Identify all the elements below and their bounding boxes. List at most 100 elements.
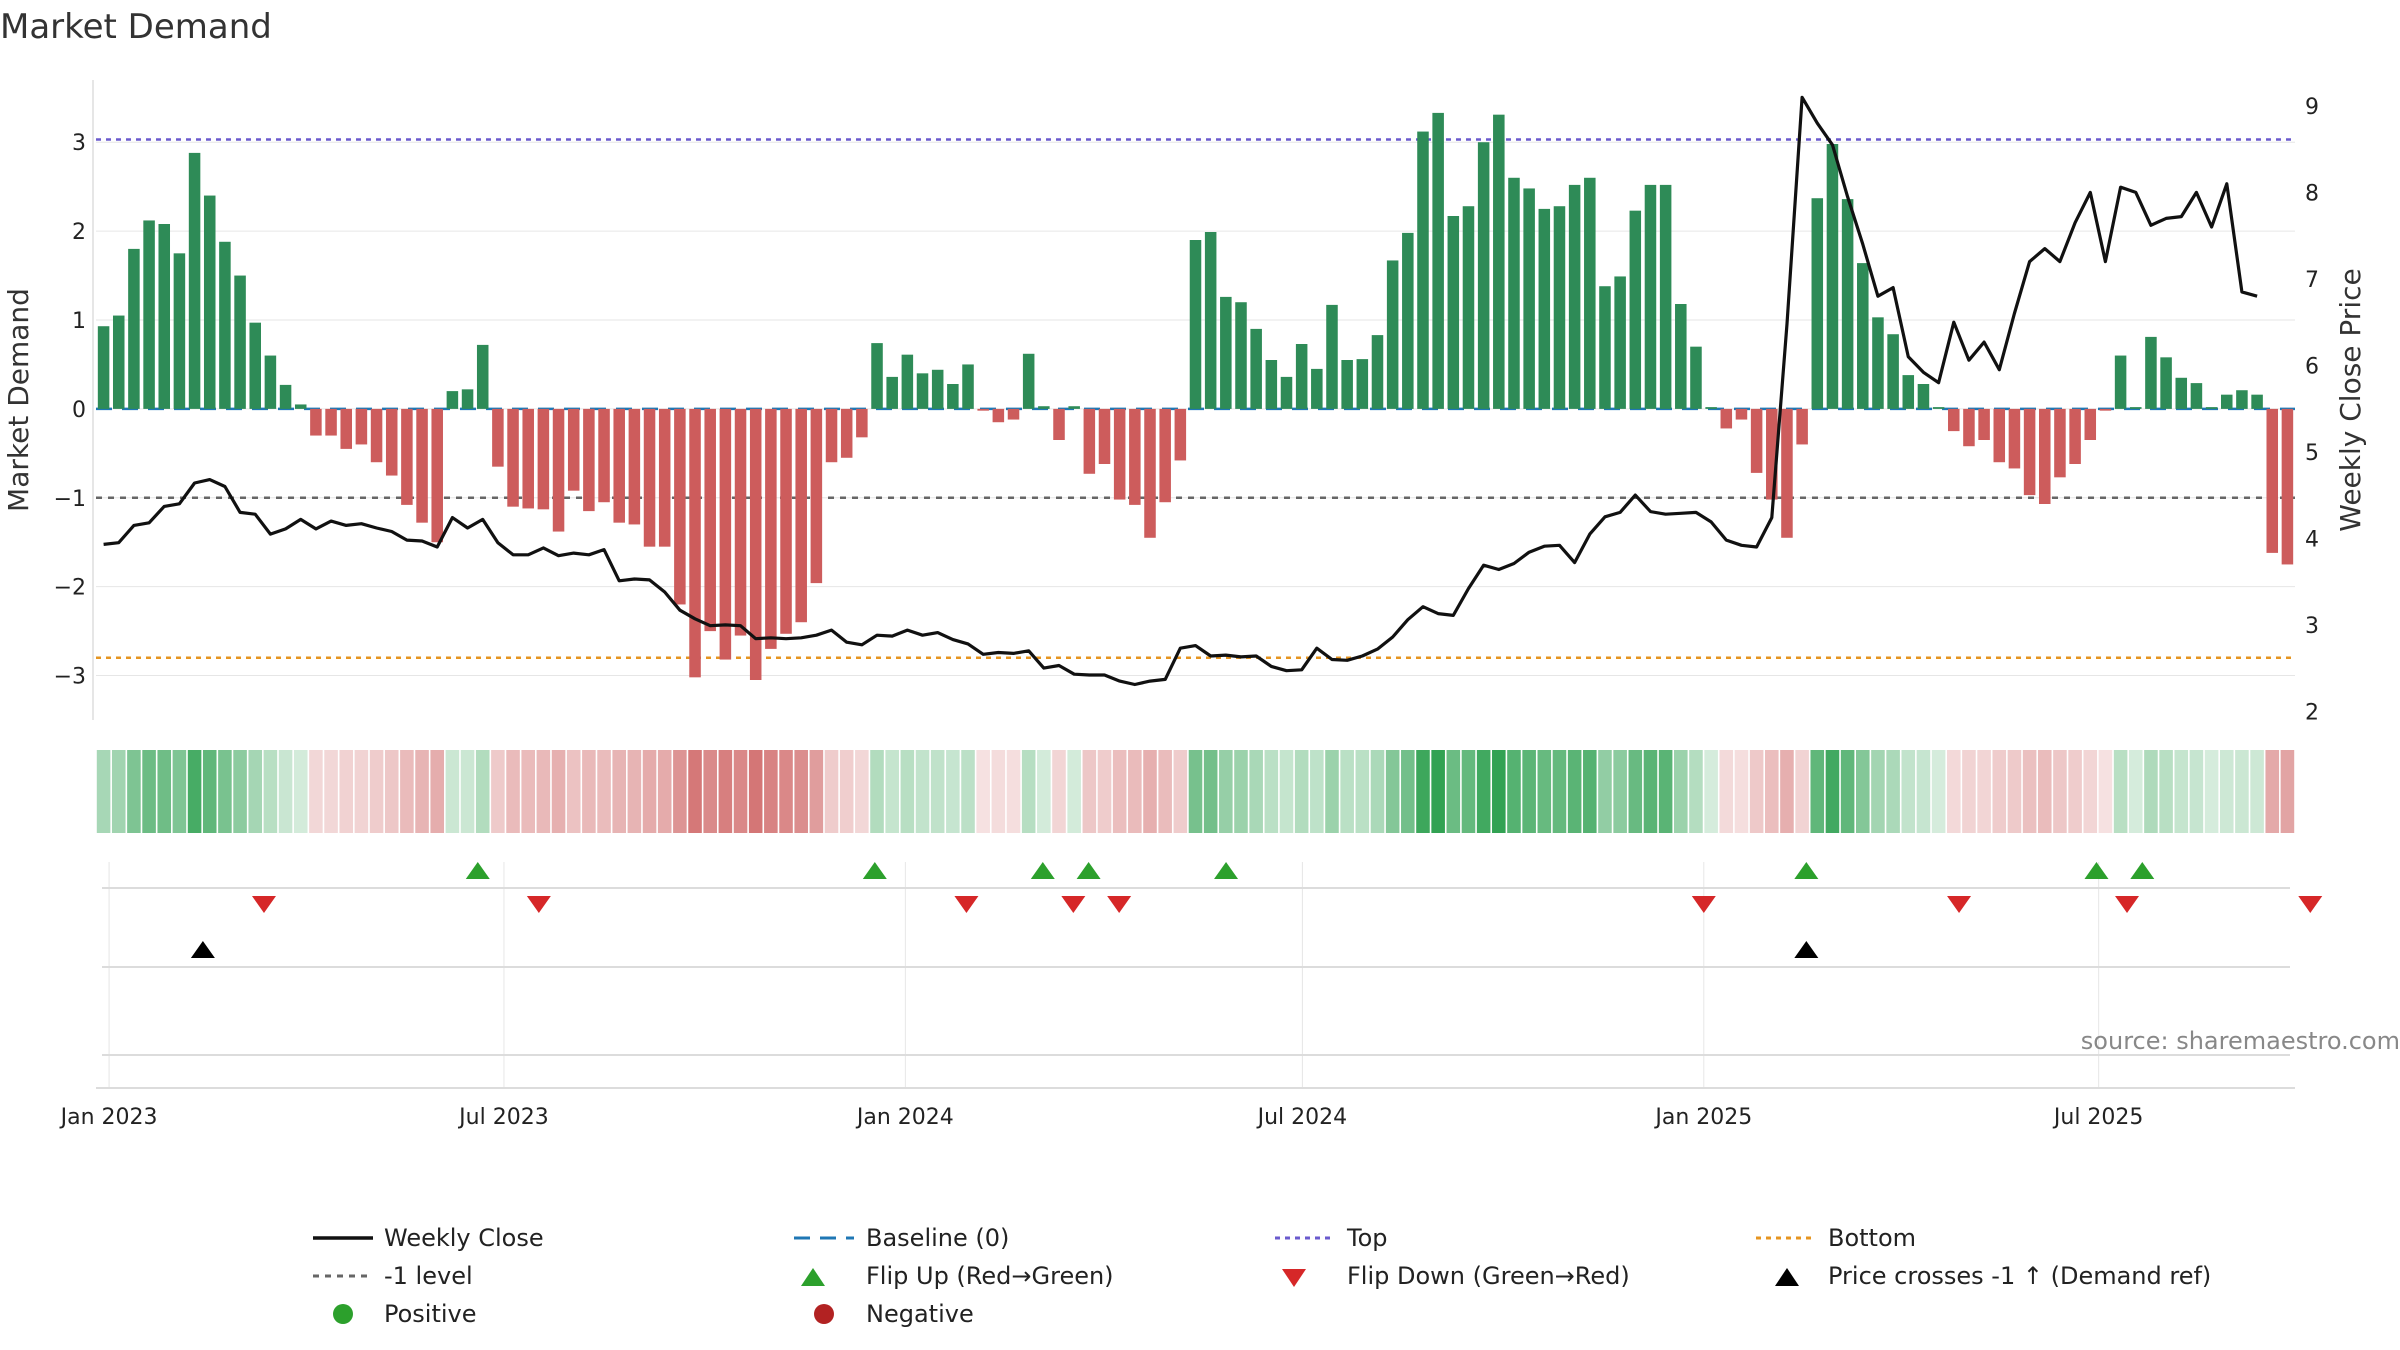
heat-cell bbox=[1780, 750, 1794, 833]
demand-bar bbox=[1220, 296, 1232, 409]
heat-cell bbox=[1886, 750, 1900, 833]
demand-bar bbox=[173, 253, 186, 409]
demand-bar bbox=[916, 373, 929, 409]
demand-bar bbox=[1129, 408, 1141, 505]
heat-cell bbox=[1052, 750, 1066, 833]
heat-cell bbox=[1128, 750, 1142, 833]
demand-bar bbox=[476, 344, 489, 409]
demand-bar bbox=[2099, 408, 2112, 411]
heat-cell bbox=[2083, 750, 2098, 833]
heat-cell bbox=[142, 750, 156, 833]
heat-cell bbox=[1840, 750, 1855, 833]
heat-cell bbox=[2219, 750, 2234, 833]
demand-bar bbox=[1614, 276, 1626, 409]
flip-down-marker bbox=[1947, 896, 1972, 913]
heat-cell bbox=[2144, 750, 2158, 833]
legend-bottom-label: Bottom bbox=[1828, 1224, 1916, 1252]
demand-bar bbox=[1705, 407, 1717, 409]
demand-bar bbox=[567, 408, 580, 491]
demand-bar bbox=[128, 248, 140, 409]
demand-bar bbox=[1796, 408, 1808, 445]
demand-bar bbox=[1417, 131, 1429, 409]
demand-bar bbox=[143, 220, 155, 409]
demand-bar bbox=[1371, 335, 1384, 409]
demand-bar bbox=[1250, 328, 1262, 409]
heat-cell bbox=[946, 750, 960, 833]
heat-cell bbox=[1355, 750, 1370, 833]
demand-bar bbox=[1007, 408, 1020, 420]
demand-bar bbox=[1523, 188, 1535, 409]
demand-bar bbox=[1326, 304, 1338, 409]
demand-bar bbox=[1174, 408, 1187, 461]
heat-cell bbox=[1097, 750, 1112, 833]
heat-cell bbox=[1325, 750, 1339, 833]
demand-bar bbox=[1659, 184, 1672, 409]
demand-bar bbox=[310, 408, 322, 436]
y-tick-label: 2 bbox=[72, 220, 86, 245]
heat-cell bbox=[824, 750, 839, 833]
demand-bar bbox=[1675, 304, 1687, 409]
legend-minus-one: -1 level bbox=[313, 1262, 473, 1290]
legend-weekly-close: Weekly Close bbox=[313, 1224, 544, 1252]
legend-positive-label: Positive bbox=[384, 1300, 477, 1328]
demand-bar bbox=[1508, 177, 1520, 409]
demand-bar bbox=[2129, 407, 2142, 409]
demand-bar bbox=[279, 384, 292, 409]
heat-cell bbox=[1446, 750, 1461, 833]
heat-cell bbox=[1810, 750, 1825, 833]
heat-cell bbox=[1901, 750, 1916, 833]
flip-up-marker bbox=[1030, 862, 1055, 879]
demand-bar bbox=[704, 408, 716, 632]
heat-cell bbox=[111, 750, 126, 833]
demand-bar bbox=[370, 408, 383, 463]
demand-bar bbox=[461, 389, 474, 409]
heat-cell bbox=[1492, 750, 1506, 833]
demand-bar bbox=[613, 408, 625, 523]
heat-cell bbox=[218, 750, 232, 833]
demand-bar bbox=[765, 408, 777, 649]
heat-cell bbox=[930, 750, 945, 833]
y2-tick-label: 2 bbox=[2305, 700, 2319, 725]
heat-cell bbox=[870, 750, 884, 833]
heat-cell bbox=[1689, 750, 1703, 833]
heat-cell bbox=[566, 750, 581, 833]
heat-cell bbox=[1643, 750, 1658, 833]
heat-cell bbox=[1385, 750, 1400, 833]
flip-up-marker bbox=[2130, 862, 2155, 879]
demand-bar bbox=[871, 343, 883, 409]
heat-cell bbox=[1583, 750, 1597, 833]
y-tick-label: 1 bbox=[72, 309, 86, 334]
x-tick-label: Jul 2024 bbox=[1256, 1105, 1348, 1130]
demand-bar bbox=[931, 369, 944, 409]
demand-bar bbox=[416, 408, 428, 523]
heat-cell bbox=[1370, 750, 1385, 833]
heat-cell bbox=[961, 750, 975, 833]
heat-cell bbox=[1234, 750, 1248, 833]
demand-bar bbox=[1644, 184, 1657, 409]
demand-bar bbox=[401, 408, 413, 505]
heat-cell bbox=[1219, 750, 1233, 833]
heat-cell bbox=[885, 750, 899, 833]
demand-bar bbox=[856, 408, 868, 438]
demand-bar bbox=[795, 408, 807, 623]
legend-flip-up-label: Flip Up (Red→Green) bbox=[866, 1262, 1114, 1290]
demand-bar bbox=[522, 408, 534, 509]
heat-cell bbox=[748, 750, 763, 833]
x-tick-label: Jan 2025 bbox=[1653, 1105, 1752, 1130]
heat-cell bbox=[1946, 750, 1961, 833]
demand-bar bbox=[355, 408, 368, 445]
demand-bar bbox=[840, 408, 853, 458]
heat-cell bbox=[445, 750, 460, 833]
demand-bar bbox=[2220, 394, 2233, 409]
demand-bar bbox=[2069, 408, 2081, 464]
demand-bar bbox=[1068, 406, 1080, 409]
demand-bar bbox=[583, 408, 595, 512]
heat-cell bbox=[551, 750, 566, 833]
heat-cell bbox=[764, 750, 778, 833]
x-tick-label: Jul 2023 bbox=[457, 1105, 549, 1130]
demand-bar bbox=[2266, 408, 2279, 553]
demand-bar bbox=[1038, 406, 1050, 409]
heat-cell bbox=[1416, 750, 1430, 833]
price-cross-marker bbox=[190, 941, 215, 958]
heat-cell bbox=[794, 750, 808, 833]
